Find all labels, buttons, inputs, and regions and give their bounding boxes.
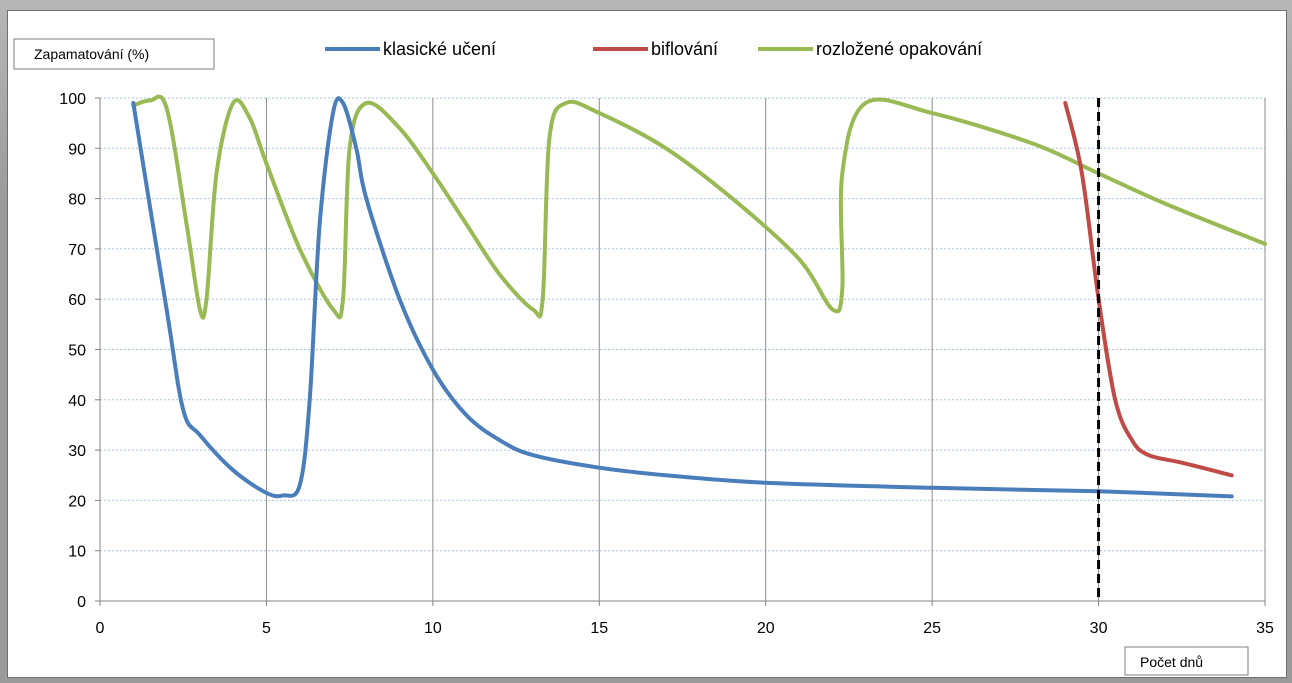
series-klasicke-uceni-legend-label: klasické učení (383, 39, 496, 59)
series-klasicke-uceni-line (131, 96, 1234, 499)
y-tick-label: 30 (68, 443, 86, 460)
tick-labels: 0 10 20 30 40 50 60 70 80 90 100 0 5 10 15 20 25 30 35 (59, 91, 1274, 637)
y-axis-label-box: Zapamatování (%) (13, 38, 215, 70)
x-tick-label: 20 (757, 620, 775, 637)
y-tick-label: 40 (68, 393, 86, 410)
x-tick-label: 10 (424, 620, 442, 637)
series-rozlozene-opakovani-legend-label: rozložené opakování (816, 39, 982, 59)
y-tick-label: 60 (68, 292, 86, 309)
line-chart: 0 10 20 30 40 50 60 70 80 90 100 0 5 10 15 20 25 30 35 kla… (13, 38, 1274, 676)
series-rozlozene-opakovani-line (131, 94, 1267, 320)
y-tick-label: 20 (68, 493, 86, 510)
chart-panel: 0 10 20 30 40 50 60 70 80 90 100 0 5 10 15 20 25 30 35 kla… (7, 10, 1287, 678)
legend: klasické učení biflování rozložené opaková… (325, 39, 982, 59)
x-tick-label: 30 (1090, 620, 1108, 637)
y-axis-label: Zapamatování (%) (34, 46, 149, 62)
x-axis-label-box: Počet dnů (1124, 646, 1249, 676)
y-tick-label: 0 (77, 594, 86, 611)
y-tick-label: 10 (68, 544, 86, 561)
x-tick-label: 0 (96, 620, 105, 637)
axes (95, 97, 1266, 606)
series-biflovani-line (1063, 101, 1234, 478)
x-tick-label: 5 (262, 620, 271, 637)
x-tick-label: 15 (590, 620, 608, 637)
y-tick-label: 100 (59, 91, 86, 108)
y-tick-label: 80 (68, 192, 86, 209)
grid (100, 97, 1266, 601)
y-tick-label: 70 (68, 242, 86, 259)
x-tick-label: 25 (923, 620, 941, 637)
y-tick-label: 50 (68, 343, 86, 360)
series-lines (131, 94, 1267, 499)
series-biflovani-legend-label: biflování (651, 39, 718, 59)
y-tick-label: 90 (68, 141, 86, 158)
x-tick-label: 35 (1256, 620, 1274, 637)
x-axis-label: Počet dnů (1140, 654, 1203, 670)
